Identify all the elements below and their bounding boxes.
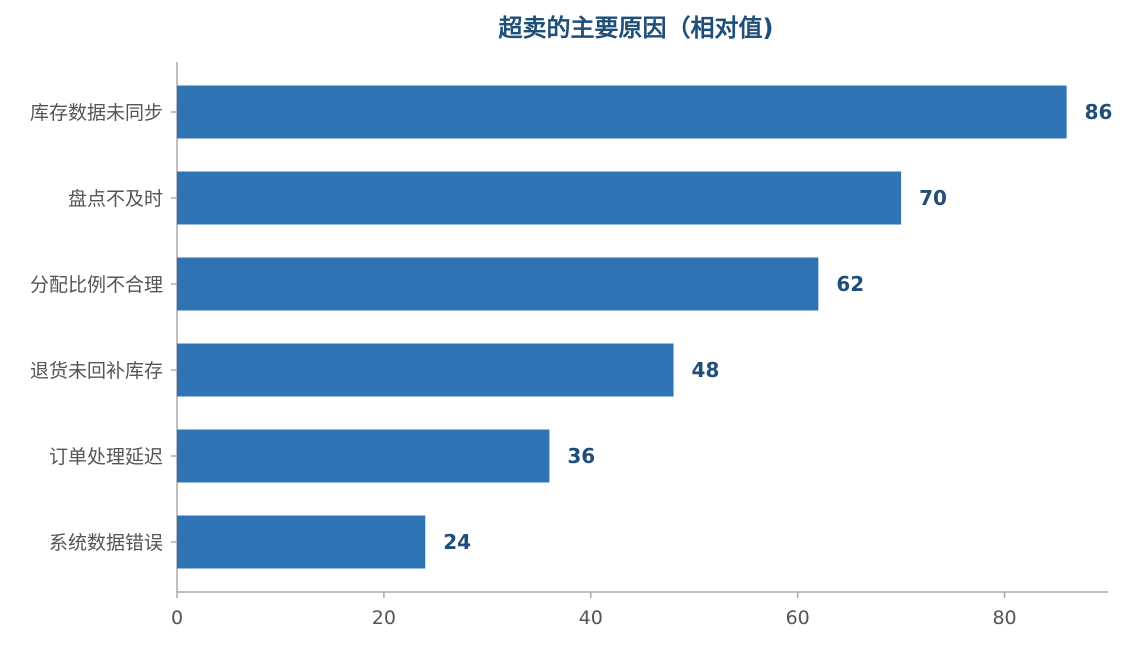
data-label: 70 [919,186,947,210]
chart-title: 超卖的主要原因（相对值) [499,14,774,42]
bar [177,343,674,397]
category-label: 分配比例不合理 [30,274,163,296]
data-label: 62 [836,272,864,296]
bar [177,85,1067,139]
data-label: 36 [567,444,595,468]
x-tick-label: 60 [786,607,810,629]
category-label: 退货未回补库存 [30,360,163,382]
category-label: 库存数据未同步 [30,102,163,124]
data-label: 24 [443,530,471,554]
bar [177,257,819,311]
bar [177,429,550,483]
category-label: 系统数据错误 [49,532,163,554]
bar [177,171,902,225]
data-label: 86 [1085,100,1113,124]
data-label: 48 [692,358,720,382]
bar [177,515,426,569]
x-tick-label: 40 [579,607,603,629]
x-tick-label: 80 [992,607,1016,629]
data-labels-group: 86 70 62 48 36 24 [443,100,1112,554]
x-tick-label: 20 [372,607,396,629]
axes: 0 20 40 60 80 库存数据未同步盘点不及时分配比例不合理退货未回补库存订单处理延… [30,62,1108,629]
bars-group [177,85,1067,569]
category-label: 订单处理延迟 [49,446,163,468]
x-tick-label: 0 [171,607,183,629]
category-label: 盘点不及时 [68,188,163,210]
